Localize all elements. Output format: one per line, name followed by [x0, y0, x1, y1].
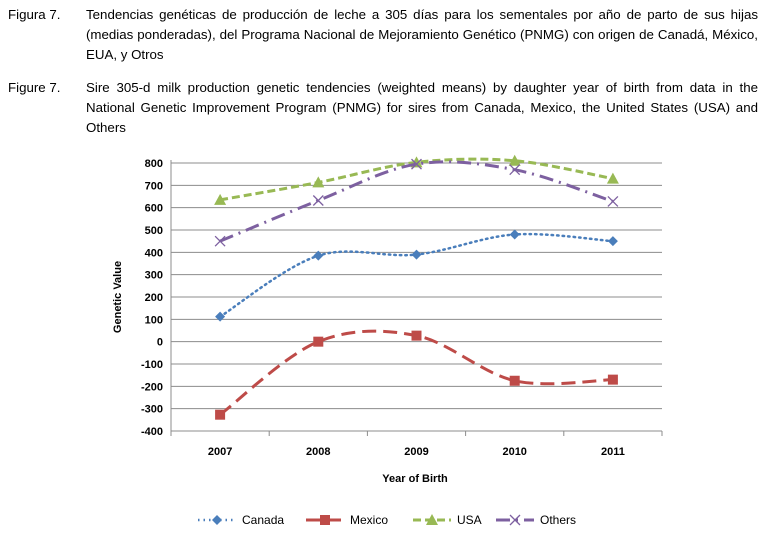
data-point	[215, 409, 226, 420]
series-line	[218, 232, 615, 318]
y-tick-label: 200	[145, 292, 163, 304]
series-usa	[214, 154, 619, 205]
data-point	[606, 172, 619, 184]
data-point	[509, 375, 520, 386]
data-point	[313, 336, 324, 347]
y-tick-label: 0	[157, 337, 163, 349]
x-tick-label: 2010	[502, 446, 526, 458]
series-others	[214, 158, 619, 247]
caption-spanish: Figura 7. Tendencias genéticas de produc…	[8, 5, 758, 65]
x-axis-label: Year of Birth	[382, 473, 448, 485]
caption-english: Figure 7. Sire 305-d milk production gen…	[8, 78, 758, 138]
caption-text: Tendencias genéticas de producción de le…	[86, 7, 758, 62]
y-tick-label: 400	[145, 247, 163, 259]
data-point	[411, 330, 422, 341]
y-tick-label: -200	[141, 381, 163, 393]
legend-marker	[509, 514, 521, 526]
y-tick-label: -100	[141, 359, 163, 371]
x-tick-label: 2011	[601, 446, 625, 458]
legend-item-mexico: Mexico	[306, 513, 388, 527]
y-tick-label: 600	[145, 203, 163, 215]
legend-item-usa: USA	[413, 513, 482, 527]
x-tick-label: 2008	[306, 446, 330, 458]
x-tick-label: 2009	[404, 446, 428, 458]
data-point	[607, 374, 618, 385]
data-point	[312, 176, 325, 188]
y-tick-label: -300	[141, 404, 163, 416]
caption-label: Figura 7.	[8, 7, 61, 22]
series-mexico	[215, 329, 618, 420]
series-line	[219, 160, 614, 243]
legend-label: Mexico	[350, 513, 388, 527]
legend-label: USA	[457, 513, 482, 527]
data-point	[214, 193, 227, 205]
legend-item-others: Others	[496, 513, 576, 527]
legend-label: Canada	[242, 513, 284, 527]
y-tick-label: 500	[145, 225, 163, 237]
x-tick-label: 2007	[208, 446, 232, 458]
legend-marker	[426, 514, 438, 525]
data-point	[509, 229, 520, 240]
series-line	[219, 329, 613, 416]
y-tick-label: -400	[141, 426, 163, 438]
data-point	[215, 311, 226, 322]
data-point	[508, 154, 521, 166]
series-canada	[215, 229, 618, 322]
data-point	[214, 235, 226, 247]
caption-label: Figure 7.	[8, 80, 61, 95]
y-tick-label: 800	[145, 158, 163, 170]
y-tick-label: 700	[145, 180, 163, 192]
data-point	[411, 249, 422, 260]
data-point	[509, 164, 521, 176]
y-tick-label: 300	[145, 270, 163, 282]
data-point	[607, 236, 618, 247]
legend-item-canada: Canada	[198, 513, 284, 527]
data-point	[313, 250, 324, 261]
legend-marker	[320, 515, 330, 525]
data-point	[312, 195, 324, 206]
y-axis-label: Genetic Value	[112, 261, 124, 333]
caption-text: Sire 305-d milk production genetic tende…	[86, 80, 758, 135]
legend-marker	[212, 515, 222, 525]
y-tick-label: 100	[145, 314, 163, 326]
data-point	[607, 195, 619, 207]
legend-label: Others	[540, 513, 576, 527]
data-point	[411, 158, 422, 170]
